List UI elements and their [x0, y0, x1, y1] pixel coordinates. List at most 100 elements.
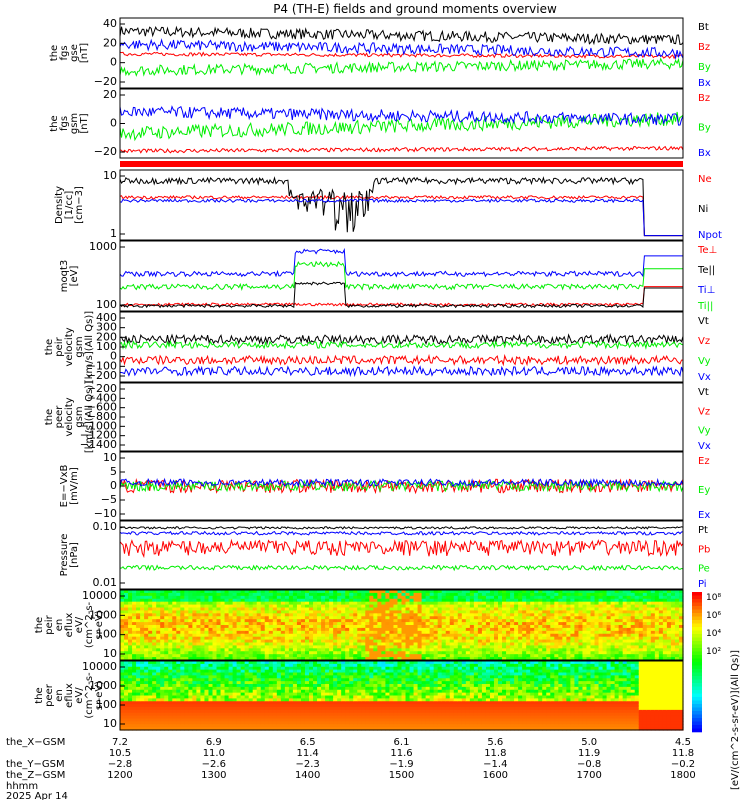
heatmap-cell: [333, 661, 338, 665]
heatmap-cell: [208, 654, 214, 658]
heatmap-cell: [345, 616, 350, 620]
heatmap-cell: [337, 707, 342, 711]
heatmap-cell: [160, 721, 165, 725]
heatmap-cell: [489, 622, 495, 626]
heatmap-cell: [248, 636, 254, 641]
heatmap-cell: [144, 661, 149, 665]
heatmap-cell: [176, 630, 181, 635]
heatmap-cell: [132, 651, 137, 655]
heatmap-cell: [662, 627, 668, 632]
heatmap-cell: [164, 598, 169, 603]
heatmap-cell: [534, 657, 539, 661]
heatmap-cell: [240, 663, 246, 668]
heatmap-cell: [606, 630, 612, 635]
heatmap-cell: [325, 601, 330, 606]
heatmap-cell: [550, 595, 555, 600]
heatmap-cell: [200, 709, 206, 714]
heatmap-cell: [453, 642, 459, 647]
heatmap-cell: [248, 715, 254, 720]
heatmap-cell: [485, 592, 491, 597]
heatmap-cell: [530, 604, 535, 609]
heatmap-cell: [220, 681, 226, 685]
heatmap-cell: [465, 648, 471, 652]
heatmap-cell: [345, 595, 350, 600]
heatmap-cell: [345, 657, 350, 661]
heatmap-cell: [522, 639, 527, 644]
heatmap-cell: [128, 654, 133, 658]
heatmap-cell: [602, 639, 608, 644]
heatmap-cell: [570, 595, 576, 600]
heatmap-cell: [300, 672, 306, 676]
heatmap-cell: [542, 630, 547, 635]
heatmap-cell: [433, 590, 439, 594]
heatmap-cell: [582, 592, 588, 597]
series-line-By: [119, 111, 684, 142]
heatmap-cell: [228, 666, 234, 671]
heatmap-cell: [284, 613, 290, 617]
heatmap-cell: [506, 630, 511, 635]
heatmap-cell: [248, 669, 254, 674]
heatmap-cell: [510, 601, 515, 606]
heatmap-cell: [304, 712, 310, 717]
y-tick-label: −800: [87, 410, 117, 423]
heatmap-cell: [188, 684, 193, 688]
heatmap-cell: [304, 695, 310, 699]
heatmap-cell: [385, 616, 391, 620]
heatmap-cell: [421, 598, 427, 603]
heatmap-cell: [313, 663, 318, 668]
heatmap-cell: [120, 627, 125, 632]
heatmap-cell: [321, 678, 326, 682]
heatmap-cell: [128, 709, 133, 714]
heatmap-cell: [244, 601, 250, 606]
heatmap-cell: [172, 692, 177, 697]
heatmap-cell: [506, 627, 511, 632]
heatmap-cell: [224, 669, 230, 674]
heatmap-cell: [196, 630, 202, 635]
heatmap-cell: [357, 684, 362, 688]
heatmap-cell: [570, 639, 576, 644]
heatmap-cell: [313, 610, 318, 614]
heatmap-cell: [341, 616, 346, 620]
heatmap-cell: [136, 698, 141, 702]
heatmap-cell: [349, 595, 354, 600]
heatmap-cell: [196, 604, 202, 609]
heatmap-cell: [622, 622, 628, 626]
heatmap-cell: [136, 692, 141, 697]
heatmap-cell: [550, 607, 555, 612]
heatmap-cell: [292, 639, 298, 644]
heatmap-cell: [184, 661, 189, 665]
heatmap-cell: [200, 675, 206, 679]
heatmap-cell: [357, 642, 362, 647]
heatmap-cell: [502, 616, 507, 620]
heatmap-cell: [296, 672, 302, 676]
heatmap-cell: [349, 707, 354, 711]
heatmap-cell: [200, 689, 206, 694]
heatmap-cell: [160, 672, 165, 676]
heatmap-cell: [268, 695, 274, 699]
heatmap-cell: [425, 645, 431, 649]
heatmap-cell: [196, 721, 202, 725]
heatmap-cell: [630, 630, 636, 635]
heatmap-cell: [292, 619, 298, 623]
heatmap-cell: [365, 657, 370, 661]
heatmap-cell: [514, 636, 519, 641]
heatmap-cell: [304, 666, 310, 671]
heatmap-cell: [606, 595, 612, 600]
heatmap-cell: [304, 672, 310, 676]
heatmap-cell: [489, 607, 495, 612]
legend-entry: Bt: [698, 22, 709, 33]
heatmap-cell: [208, 661, 214, 665]
heatmap-cell: [280, 619, 286, 623]
heatmap-cell: [385, 633, 391, 638]
heatmap-cell: [124, 684, 129, 688]
heatmap-cell: [461, 604, 467, 609]
heatmap-cell: [313, 595, 318, 600]
heatmap-cell: [457, 601, 463, 606]
heatmap-cell: [184, 607, 189, 612]
heatmap-cell: [650, 645, 656, 649]
heatmap-cell: [522, 610, 527, 614]
heatmap-cell: [329, 616, 334, 620]
heatmap-cell: [401, 625, 407, 629]
heatmap-cell: [124, 715, 129, 720]
heatmap-cell: [321, 622, 326, 626]
